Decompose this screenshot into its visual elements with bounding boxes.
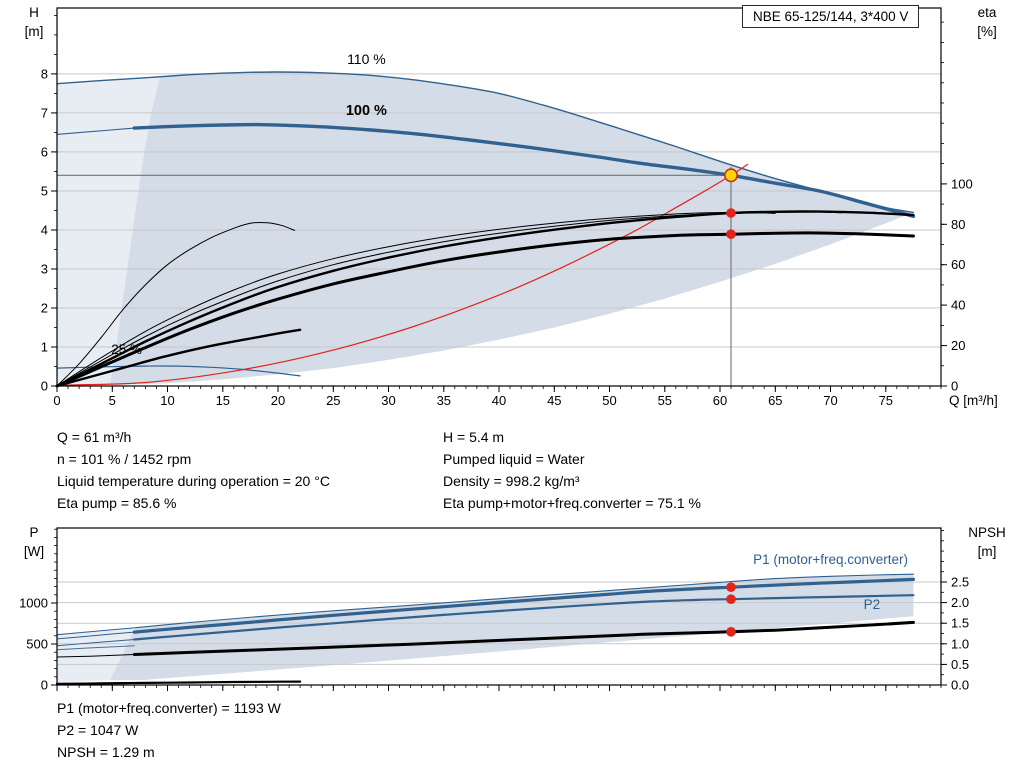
y-right-tick-label: 0 (951, 379, 958, 394)
y-right-tick-label: 1.0 (951, 636, 969, 651)
y-left-tick-label: 6 (41, 144, 48, 159)
y-right-tick-label: 0.5 (951, 657, 969, 672)
npsh-leadin (56, 654, 135, 658)
p2-point (726, 594, 736, 604)
p1-point (726, 582, 736, 592)
x-tick-label: 30 (381, 393, 395, 408)
x-tick-label: 0 (53, 393, 60, 408)
y-left-axis-title: P (29, 525, 38, 540)
curve-100-percent-leadin (56, 127, 135, 135)
label-110-percent: 110 % (347, 51, 386, 67)
p1-curve (132, 577, 915, 634)
y-left-tick-label: 3 (41, 262, 48, 277)
y-right-tick-label: 40 (951, 298, 965, 313)
y-left-tick-label: 8 (41, 66, 48, 81)
y-left-tick-label: 2 (41, 301, 48, 316)
label-p1: P1 (motor+freq.converter) (753, 552, 908, 567)
info-eta-total: Eta pump+motor+freq.converter = 75.1 % (443, 495, 701, 511)
eta-curve-25-percent (56, 221, 296, 387)
eta-pump-point (726, 208, 736, 218)
power-info: P1 (motor+freq.converter) = 1193 W P2 = … (57, 697, 281, 763)
info-pumped-liquid: Pumped liquid = Water (443, 451, 585, 467)
y-left-axis-title: [m] (25, 24, 44, 39)
x-tick-label: 15 (216, 393, 230, 408)
info-p2: P2 = 1047 W (57, 722, 139, 738)
p2-curve (133, 594, 915, 641)
x-tick-label: 65 (768, 393, 782, 408)
y-left-tick-label: 500 (26, 637, 48, 652)
p2-leadin (56, 639, 135, 647)
p1-110-leadin (56, 627, 138, 636)
info-eta-pump: Eta pump = 85.6 % (57, 495, 177, 511)
p1-leadin (56, 631, 135, 640)
x-tick-label: 35 (437, 393, 451, 408)
info-p1: P1 (motor+freq.converter) = 1193 W (57, 700, 281, 716)
label-25-percent: 25 % (111, 342, 142, 357)
y-right-tick-label: 80 (951, 217, 965, 232)
npsh-curve (132, 620, 915, 656)
x-tick-label: 10 (160, 393, 174, 408)
y-left-tick-label: 1000 (19, 596, 48, 611)
curve-110-percent (56, 71, 915, 214)
y-right-tick-label: 2.0 (951, 595, 969, 610)
system-curve (56, 163, 749, 386)
low-speed-pale-region (57, 77, 160, 387)
duty-info-left: Q = 61 m³/h n = 101 % / 1452 rpm Liquid … (57, 426, 330, 514)
p-25-percent-curve (55, 680, 302, 685)
eta-total-curve (55, 231, 915, 388)
x-tick-label: 20 (271, 393, 285, 408)
info-speed: n = 101 % / 1452 rpm (57, 451, 192, 467)
y-right-axis-title: NPSH (968, 525, 1006, 540)
power-envelope-region (110, 574, 914, 681)
info-head: H = 5.4 m (443, 429, 505, 445)
duty-info-right: H = 5.4 m Pumped liquid = Water Density … (443, 426, 701, 514)
x-tick-label: 5 (109, 393, 116, 408)
y-left-tick-label: 4 (41, 223, 48, 238)
npsh-point (726, 627, 736, 637)
eta-total-point (726, 229, 736, 239)
label-p2: P2 (864, 597, 881, 612)
y-left-axis-title: [W] (24, 544, 44, 559)
x-tick-label: 60 (713, 393, 727, 408)
x-tick-label: 50 (602, 393, 616, 408)
y-right-axis-title: eta (978, 5, 997, 20)
curve-25-percent (56, 365, 301, 377)
x-tick-label: 75 (879, 393, 893, 408)
y-left-tick-label: 0 (41, 379, 48, 394)
y-right-tick-label: 100 (951, 176, 973, 191)
y-right-tick-label: 60 (951, 257, 965, 272)
info-liquid-temperature: Liquid temperature during operation = 20… (57, 473, 330, 489)
x-tick-label: 45 (547, 393, 561, 408)
info-flow: Q = 61 m³/h (57, 429, 132, 445)
extra-speed-leadin (56, 645, 135, 651)
info-npsh: NPSH = 1.29 m (57, 744, 155, 760)
y-left-tick-label: 5 (41, 184, 48, 199)
pump-model-label: NBE 65-125/144, 3*400 V (742, 5, 920, 28)
y-left-tick-label: 0 (41, 678, 48, 693)
x-tick-label: 55 (658, 393, 672, 408)
y-right-axis-title: [%] (977, 24, 997, 39)
x-tick-label: 40 (492, 393, 506, 408)
eta-curve-thin-b (56, 211, 776, 387)
x-tick-label: 70 (823, 393, 837, 408)
operating-envelope-region (110, 72, 914, 386)
y-right-tick-label: 2.5 (951, 575, 969, 590)
y-left-axis-title: H (29, 5, 39, 20)
y-right-axis-title: [m] (978, 544, 997, 559)
y-right-tick-label: 1.5 (951, 616, 969, 631)
p1-110-percent-curve (136, 573, 914, 629)
y-right-tick-label: 0.0 (951, 678, 969, 693)
y-left-tick-label: 1 (41, 340, 48, 355)
y-right-tick-label: 20 (951, 338, 965, 353)
x-axis-title: Q [m³/h] (949, 393, 998, 408)
eta-pump-curve (55, 210, 915, 388)
x-tick-label: 25 (326, 393, 340, 408)
curve-100-percent (132, 122, 916, 218)
info-density: Density = 998.2 kg/m³ (443, 473, 580, 489)
eta-total-curve-25-percent (55, 328, 302, 388)
y-left-tick-label: 7 (41, 105, 48, 120)
label-100-percent: 100 % (346, 103, 387, 119)
duty-point-marker[interactable] (723, 168, 738, 183)
